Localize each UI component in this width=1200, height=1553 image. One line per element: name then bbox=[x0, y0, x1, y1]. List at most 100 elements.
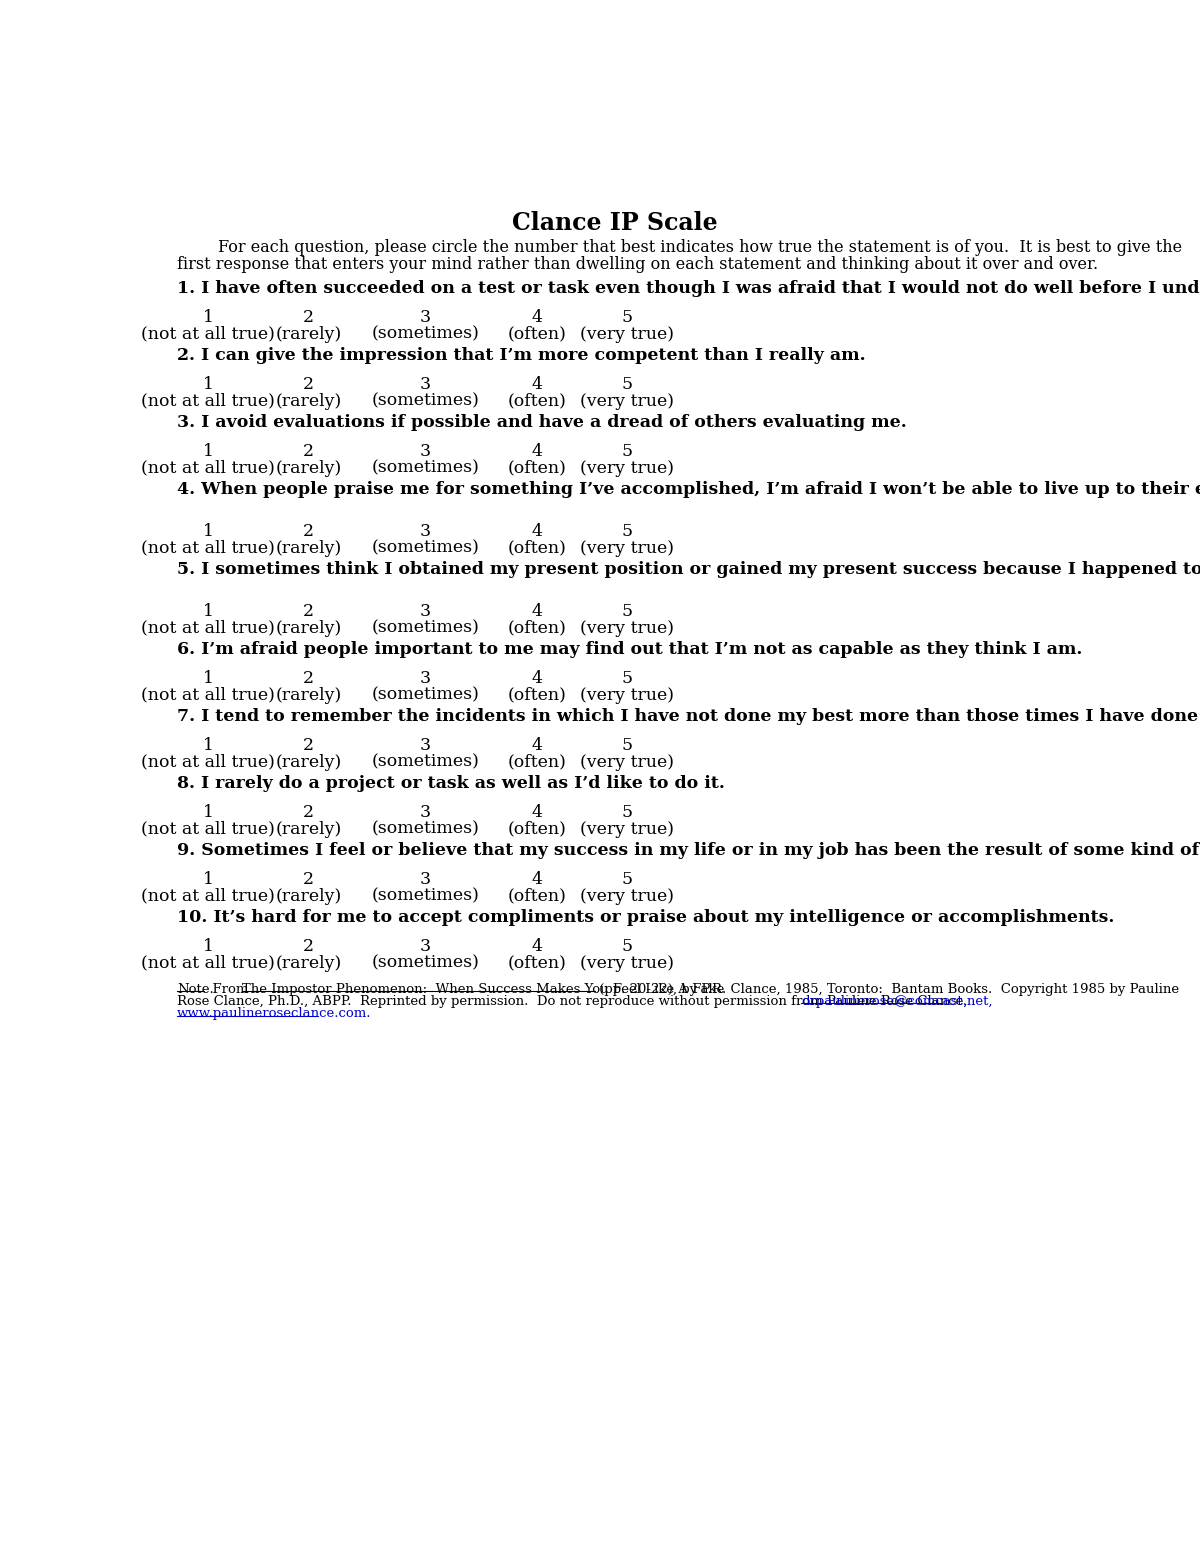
Text: 4: 4 bbox=[532, 738, 542, 753]
Text: (often): (often) bbox=[508, 955, 566, 972]
Text: 4: 4 bbox=[532, 603, 542, 620]
Text: 3: 3 bbox=[420, 738, 431, 753]
Text: (very true): (very true) bbox=[580, 393, 673, 410]
Text: (sometimes): (sometimes) bbox=[371, 460, 479, 477]
Text: (not at all true): (not at all true) bbox=[142, 888, 275, 905]
Text: (not at all true): (not at all true) bbox=[142, 460, 275, 477]
Text: 4. When people praise me for something I’ve accomplished, I’m afraid I won’t be : 4. When people praise me for something I… bbox=[178, 481, 1200, 499]
Text: 1: 1 bbox=[203, 443, 214, 460]
Text: From: From bbox=[204, 983, 253, 995]
Text: 4: 4 bbox=[532, 804, 542, 822]
Text: 2: 2 bbox=[304, 376, 314, 393]
Text: (not at all true): (not at all true) bbox=[142, 393, 275, 410]
Text: (not at all true): (not at all true) bbox=[142, 822, 275, 837]
Text: (sometimes): (sometimes) bbox=[371, 540, 479, 558]
Text: 2: 2 bbox=[304, 443, 314, 460]
Text: (rarely): (rarely) bbox=[276, 393, 342, 410]
Text: (often): (often) bbox=[508, 540, 566, 558]
Text: (rarely): (rarely) bbox=[276, 326, 342, 343]
Text: 8. I rarely do a project or task as well as I’d like to do it.: 8. I rarely do a project or task as well… bbox=[178, 775, 725, 792]
Text: 3. I avoid evaluations if possible and have a dread of others evaluating me.: 3. I avoid evaluations if possible and h… bbox=[178, 415, 907, 432]
Text: (sometimes): (sometimes) bbox=[371, 822, 479, 837]
Text: 5. I sometimes think I obtained my present position or gained my present success: 5. I sometimes think I obtained my prese… bbox=[178, 561, 1200, 578]
Text: 5: 5 bbox=[622, 669, 632, 686]
Text: 3: 3 bbox=[420, 804, 431, 822]
Text: 1. I have often succeeded on a test or task even though I was afraid that I woul: 1. I have often succeeded on a test or t… bbox=[178, 280, 1200, 297]
Text: (rarely): (rarely) bbox=[276, 460, 342, 477]
Text: 1: 1 bbox=[203, 603, 214, 620]
Text: (rarely): (rarely) bbox=[276, 888, 342, 905]
Text: 4: 4 bbox=[532, 376, 542, 393]
Text: (pp. 20-22), by P.R. Clance, 1985, Toronto:  Bantam Books.  Copyright 1985 by Pa: (pp. 20-22), by P.R. Clance, 1985, Toron… bbox=[595, 983, 1178, 995]
Text: 2: 2 bbox=[304, 871, 314, 888]
Text: (very true): (very true) bbox=[580, 955, 673, 972]
Text: For each question, please circle the number that best indicates how true the sta: For each question, please circle the num… bbox=[178, 239, 1182, 256]
Text: (rarely): (rarely) bbox=[276, 753, 342, 770]
Text: 2: 2 bbox=[304, 603, 314, 620]
Text: (sometimes): (sometimes) bbox=[371, 955, 479, 972]
Text: 5: 5 bbox=[622, 376, 632, 393]
Text: 4: 4 bbox=[532, 669, 542, 686]
Text: (often): (often) bbox=[508, 326, 566, 343]
Text: 5: 5 bbox=[622, 443, 632, 460]
Text: (often): (often) bbox=[508, 686, 566, 704]
Text: 2: 2 bbox=[304, 523, 314, 540]
Text: 9. Sometimes I feel or believe that my success in my life or in my job has been : 9. Sometimes I feel or believe that my s… bbox=[178, 842, 1200, 859]
Text: 3: 3 bbox=[420, 603, 431, 620]
Text: (not at all true): (not at all true) bbox=[142, 686, 275, 704]
Text: 1: 1 bbox=[203, 309, 214, 326]
Text: (rarely): (rarely) bbox=[276, 540, 342, 558]
Text: (often): (often) bbox=[508, 753, 566, 770]
Text: 2: 2 bbox=[304, 938, 314, 955]
Text: (very true): (very true) bbox=[580, 540, 673, 558]
Text: 5: 5 bbox=[622, 738, 632, 753]
Text: (not at all true): (not at all true) bbox=[142, 753, 275, 770]
Text: 4: 4 bbox=[532, 443, 542, 460]
Text: (often): (often) bbox=[508, 393, 566, 410]
Text: 4: 4 bbox=[532, 523, 542, 540]
Text: (not at all true): (not at all true) bbox=[142, 326, 275, 343]
Text: 3: 3 bbox=[420, 443, 431, 460]
Text: Clance IP Scale: Clance IP Scale bbox=[512, 211, 718, 235]
Text: 2. I can give the impression that I’m more competent than I really am.: 2. I can give the impression that I’m mo… bbox=[178, 348, 865, 365]
Text: Rose Clance, Ph.D., ABPP.  Reprinted by permission.  Do not reproduce without pe: Rose Clance, Ph.D., ABPP. Reprinted by p… bbox=[178, 995, 972, 1008]
Text: (very true): (very true) bbox=[580, 888, 673, 905]
Text: 3: 3 bbox=[420, 669, 431, 686]
Text: (very true): (very true) bbox=[580, 620, 673, 637]
Text: (often): (often) bbox=[508, 888, 566, 905]
Text: (rarely): (rarely) bbox=[276, 822, 342, 837]
Text: 5: 5 bbox=[622, 523, 632, 540]
Text: (rarely): (rarely) bbox=[276, 686, 342, 704]
Text: 5: 5 bbox=[622, 938, 632, 955]
Text: (sometimes): (sometimes) bbox=[371, 686, 479, 704]
Text: (very true): (very true) bbox=[580, 460, 673, 477]
Text: drpaulinerose@comcast.net,: drpaulinerose@comcast.net, bbox=[802, 995, 992, 1008]
Text: 3: 3 bbox=[420, 871, 431, 888]
Text: 1: 1 bbox=[203, 804, 214, 822]
Text: 5: 5 bbox=[622, 871, 632, 888]
Text: (often): (often) bbox=[508, 620, 566, 637]
Text: 4: 4 bbox=[532, 871, 542, 888]
Text: 1: 1 bbox=[203, 871, 214, 888]
Text: 1: 1 bbox=[203, 523, 214, 540]
Text: 2: 2 bbox=[304, 669, 314, 686]
Text: 3: 3 bbox=[420, 309, 431, 326]
Text: (sometimes): (sometimes) bbox=[371, 393, 479, 410]
Text: (not at all true): (not at all true) bbox=[142, 955, 275, 972]
Text: 3: 3 bbox=[420, 523, 431, 540]
Text: (rarely): (rarely) bbox=[276, 955, 342, 972]
Text: (rarely): (rarely) bbox=[276, 620, 342, 637]
Text: 7. I tend to remember the incidents in which I have not done my best more than t: 7. I tend to remember the incidents in w… bbox=[178, 708, 1200, 725]
Text: 3: 3 bbox=[420, 376, 431, 393]
Text: (very true): (very true) bbox=[580, 326, 673, 343]
Text: (very true): (very true) bbox=[580, 753, 673, 770]
Text: (sometimes): (sometimes) bbox=[371, 753, 479, 770]
Text: (often): (often) bbox=[508, 822, 566, 837]
Text: 6. I’m afraid people important to me may find out that I’m not as capable as the: 6. I’m afraid people important to me may… bbox=[178, 641, 1082, 658]
Text: (not at all true): (not at all true) bbox=[142, 540, 275, 558]
Text: 5: 5 bbox=[622, 804, 632, 822]
Text: 1: 1 bbox=[203, 669, 214, 686]
Text: 2: 2 bbox=[304, 804, 314, 822]
Text: www.paulineroseclance.com.: www.paulineroseclance.com. bbox=[178, 1008, 372, 1020]
Text: (sometimes): (sometimes) bbox=[371, 888, 479, 905]
